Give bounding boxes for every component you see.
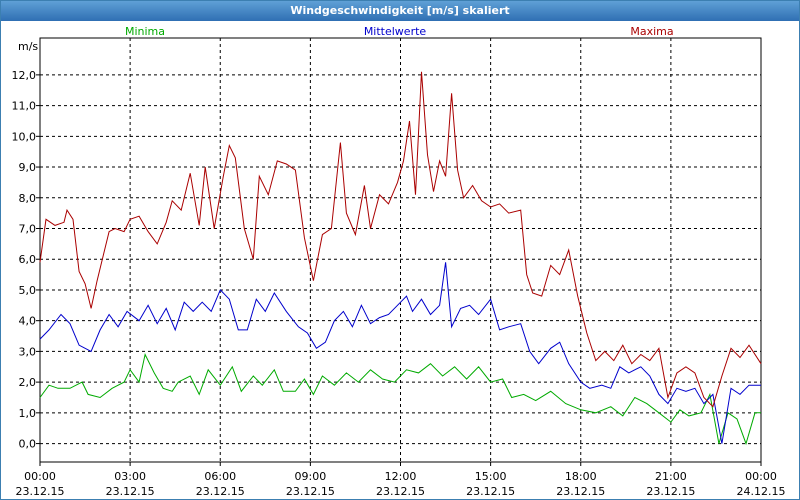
y-tick-label: 2,0	[19, 376, 37, 389]
legend-maxima: Maxima	[630, 25, 673, 38]
y-tick-label: 9,0	[19, 161, 37, 174]
series-line-maxima	[39, 71, 762, 408]
legend: Minima Mittelwerte Maxima	[125, 25, 674, 38]
y-tick-label: 6,0	[19, 253, 37, 266]
y-tick-label: 5,0	[19, 284, 37, 297]
x-tick-date-label: 24.12.15	[737, 485, 786, 498]
x-tick-date-label: 23.12.15	[466, 485, 515, 498]
series-layer	[39, 71, 762, 446]
y-tick-label: 3,0	[19, 345, 37, 358]
x-tick-time-label: 12:00	[385, 470, 417, 483]
y-axis-label: m/s	[18, 40, 38, 53]
x-tick-date-label: 23.12.15	[106, 485, 155, 498]
x-tick-time-label: 00:00	[24, 470, 56, 483]
x-tick-date-label: 23.12.15	[376, 485, 425, 498]
y-tick-label: 12,0	[12, 69, 37, 82]
x-tick-time-label: 15:00	[475, 470, 507, 483]
chart-title: Windgeschwindigkeit [m/s] skaliert	[1, 1, 799, 21]
grid-layer	[40, 38, 761, 462]
x-tick-time-label: 21:00	[655, 470, 687, 483]
y-axis: 0,0 1,0 2,0 3,0 4,0 5,0 6,0 7,0 8,0 9,0 10,0 11,0 12…	[12, 69, 40, 451]
y-tick-label: 11,0	[12, 100, 37, 113]
x-tick-time-label: 03:00	[114, 470, 146, 483]
y-tick-label: 1,0	[19, 407, 37, 420]
y-tick-label: 4,0	[19, 315, 37, 328]
x-tick-time-label: 18:00	[565, 470, 597, 483]
legend-minima: Minima	[125, 25, 165, 38]
series-line-mittelwerte	[39, 262, 761, 444]
series-line-minima	[39, 352, 761, 446]
x-tick-date-label: 23.12.15	[286, 485, 335, 498]
legend-mittelwerte: Mittelwerte	[364, 25, 427, 38]
x-tick-time-label: 00:00	[745, 470, 777, 483]
y-tick-label: 7,0	[19, 222, 37, 235]
x-tick-date-label: 23.12.15	[196, 485, 245, 498]
y-tick-label: 8,0	[19, 192, 37, 205]
y-tick-label: 10,0	[12, 130, 37, 143]
x-tick-time-label: 09:00	[295, 470, 327, 483]
y-tick-label: 0,0	[19, 438, 37, 451]
x-tick-date-label: 23.12.15	[646, 485, 695, 498]
x-tick-time-label: 06:00	[204, 470, 236, 483]
x-tick-date-label: 23.12.15	[556, 485, 605, 498]
x-axis: 00:00 23.12.15 03:00 23.12.15 06:00 23.12.15 0…	[16, 462, 786, 498]
x-tick-date-label: 23.12.15	[16, 485, 65, 498]
